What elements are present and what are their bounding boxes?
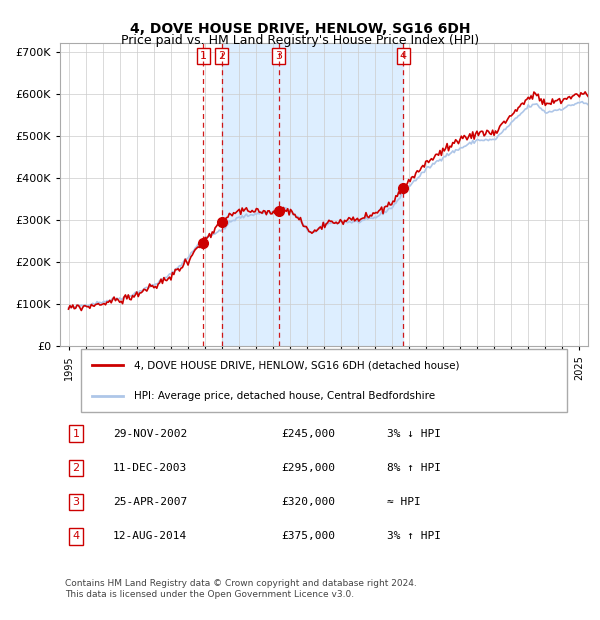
Text: 1: 1: [200, 51, 207, 61]
Text: HPI: Average price, detached house, Central Bedfordshire: HPI: Average price, detached house, Cent…: [134, 391, 435, 401]
Text: 2: 2: [218, 51, 226, 61]
Text: 12-AUG-2014: 12-AUG-2014: [113, 531, 187, 541]
Text: 8% ↑ HPI: 8% ↑ HPI: [388, 463, 442, 473]
Text: 11-DEC-2003: 11-DEC-2003: [113, 463, 187, 473]
Text: £375,000: £375,000: [282, 531, 336, 541]
FancyBboxPatch shape: [81, 349, 567, 412]
Text: £320,000: £320,000: [282, 497, 336, 507]
Text: 4: 4: [72, 531, 79, 541]
Text: 25-APR-2007: 25-APR-2007: [113, 497, 187, 507]
Text: ≈ HPI: ≈ HPI: [388, 497, 421, 507]
Text: 29-NOV-2002: 29-NOV-2002: [113, 428, 187, 439]
Text: Contains HM Land Registry data © Crown copyright and database right 2024.
This d: Contains HM Land Registry data © Crown c…: [65, 579, 417, 599]
Text: 3% ↑ HPI: 3% ↑ HPI: [388, 531, 442, 541]
Text: 4: 4: [400, 51, 407, 61]
Text: £295,000: £295,000: [282, 463, 336, 473]
Text: 2: 2: [72, 463, 79, 473]
Text: 3% ↓ HPI: 3% ↓ HPI: [388, 428, 442, 439]
Text: Price paid vs. HM Land Registry's House Price Index (HPI): Price paid vs. HM Land Registry's House …: [121, 34, 479, 47]
Text: 1: 1: [73, 428, 79, 439]
Text: 3: 3: [73, 497, 79, 507]
Text: £245,000: £245,000: [282, 428, 336, 439]
Text: 4, DOVE HOUSE DRIVE, HENLOW, SG16 6DH (detached house): 4, DOVE HOUSE DRIVE, HENLOW, SG16 6DH (d…: [134, 360, 460, 370]
Text: 4, DOVE HOUSE DRIVE, HENLOW, SG16 6DH: 4, DOVE HOUSE DRIVE, HENLOW, SG16 6DH: [130, 22, 470, 36]
Bar: [222, 43, 403, 346]
Text: 3: 3: [275, 51, 282, 61]
